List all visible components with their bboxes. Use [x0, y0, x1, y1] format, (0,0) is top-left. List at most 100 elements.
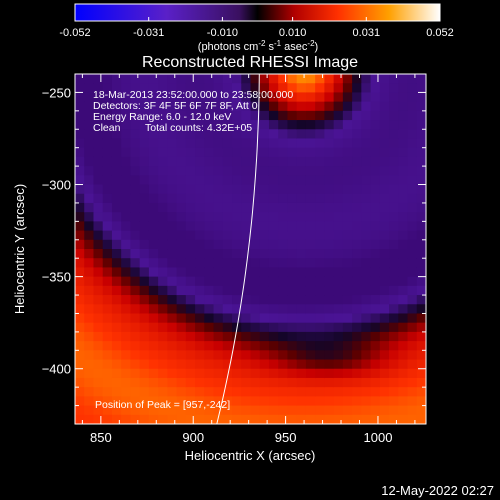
heatmap-cell — [324, 202, 335, 213]
heatmap-cell — [75, 138, 85, 149]
heatmap-cell — [407, 313, 418, 324]
timestamp-footer: 12-May-2022 02:27 — [381, 483, 494, 498]
heatmap-cell — [139, 230, 150, 241]
heatmap-cell — [333, 331, 344, 342]
heatmap-cell — [139, 221, 150, 232]
heatmap-cell — [222, 405, 233, 416]
heatmap-cell — [305, 138, 316, 149]
heatmap-cell — [407, 377, 418, 388]
heatmap-cell — [287, 304, 298, 315]
heatmap-cell — [222, 212, 233, 222]
heatmap-cell — [361, 110, 372, 121]
heatmap-cell — [278, 368, 289, 379]
heatmap-cell — [333, 368, 344, 379]
heatmap-cell — [324, 359, 335, 370]
heatmap-cell — [130, 405, 141, 416]
heatmap-cell — [204, 166, 215, 176]
heatmap-cell — [75, 147, 85, 158]
heatmap-cell — [370, 341, 381, 351]
heatmap-cell — [158, 322, 168, 333]
heatmap-cell — [204, 396, 215, 407]
heatmap-cell — [148, 184, 159, 195]
heatmap-cell — [305, 414, 316, 424]
heatmap-cell — [416, 313, 426, 324]
heatmap-cell — [241, 138, 252, 149]
heatmap-cell — [287, 239, 298, 250]
heatmap-cell — [370, 331, 381, 342]
heatmap-cell — [407, 202, 418, 213]
heatmap-cell — [315, 138, 325, 149]
heatmap-cell — [75, 221, 85, 232]
heatmap-cell — [167, 147, 178, 158]
heatmap-cell — [241, 92, 252, 103]
heatmap-cell — [296, 92, 307, 103]
heatmap-cell — [158, 193, 168, 204]
heatmap-cell — [158, 405, 168, 416]
heatmap-cell — [213, 166, 224, 176]
heatmap-cell — [361, 276, 372, 287]
heatmap-cell — [361, 377, 372, 388]
heatmap-cell — [278, 341, 289, 351]
heatmap-cell — [176, 276, 187, 287]
heatmap-cell — [158, 156, 168, 167]
heatmap-cell — [287, 258, 298, 269]
heatmap-cell — [379, 202, 390, 213]
heatmap-cell — [204, 202, 215, 213]
heatmap-cell — [305, 74, 316, 84]
heatmap-cell — [361, 138, 372, 149]
heatmap-cell — [111, 92, 122, 103]
heatmap-cell — [268, 350, 279, 361]
heatmap-cell — [407, 184, 418, 195]
heatmap-cell — [389, 221, 399, 232]
heatmap-cell — [130, 377, 141, 388]
heatmap-cell — [213, 405, 224, 416]
heatmap-cell — [93, 212, 104, 222]
heatmap-cell — [185, 175, 196, 186]
heatmap-cell — [342, 120, 353, 130]
heatmap-cell — [278, 129, 289, 140]
heatmap-cell — [213, 202, 224, 213]
heatmap-cell — [361, 202, 372, 213]
heatmap-cell — [324, 414, 335, 424]
heatmap-cell — [315, 184, 325, 195]
heatmap-cell — [315, 377, 325, 388]
heatmap-cell — [139, 74, 150, 84]
heatmap-cell — [342, 350, 353, 361]
heatmap-cell — [361, 396, 372, 407]
heatmap-cell — [102, 341, 113, 351]
heatmap-cell — [148, 377, 159, 388]
heatmap-cell — [148, 341, 159, 351]
heatmap-cell — [241, 166, 252, 176]
heatmap-cell — [93, 101, 104, 112]
heatmap-cell — [361, 414, 372, 424]
heatmap-cell — [287, 368, 298, 379]
heatmap-cell — [287, 193, 298, 204]
heatmap-cell — [370, 304, 381, 315]
colorbar-tick-label: 0.010 — [279, 27, 307, 39]
heatmap-cell — [389, 377, 399, 388]
heatmap-cell — [324, 267, 335, 278]
heatmap-cell — [139, 341, 150, 351]
heatmap-cell — [333, 92, 344, 103]
heatmap-cell — [398, 313, 409, 324]
heatmap-cell — [407, 221, 418, 232]
colorbar-tick-label: -0.031 — [133, 27, 164, 39]
heatmap-cell — [102, 396, 113, 407]
heatmap-cell — [407, 120, 418, 130]
heatmap-cell — [416, 74, 426, 84]
heatmap-cell — [268, 147, 279, 158]
heatmap-cell — [389, 83, 399, 94]
heatmap-cell — [121, 110, 132, 121]
heatmap-cell — [176, 202, 187, 213]
heatmap-cell — [204, 414, 215, 424]
heatmap-cell — [167, 341, 178, 351]
heatmap-cell — [324, 368, 335, 379]
heatmap-cell — [407, 156, 418, 167]
heatmap-cell — [93, 74, 104, 84]
heatmap-cell — [111, 129, 122, 140]
heatmap-cell — [84, 377, 95, 388]
heatmap-cell — [139, 387, 150, 397]
heatmap-cell — [222, 414, 233, 424]
heatmap-cell — [250, 202, 261, 213]
heatmap-cell — [342, 74, 353, 84]
